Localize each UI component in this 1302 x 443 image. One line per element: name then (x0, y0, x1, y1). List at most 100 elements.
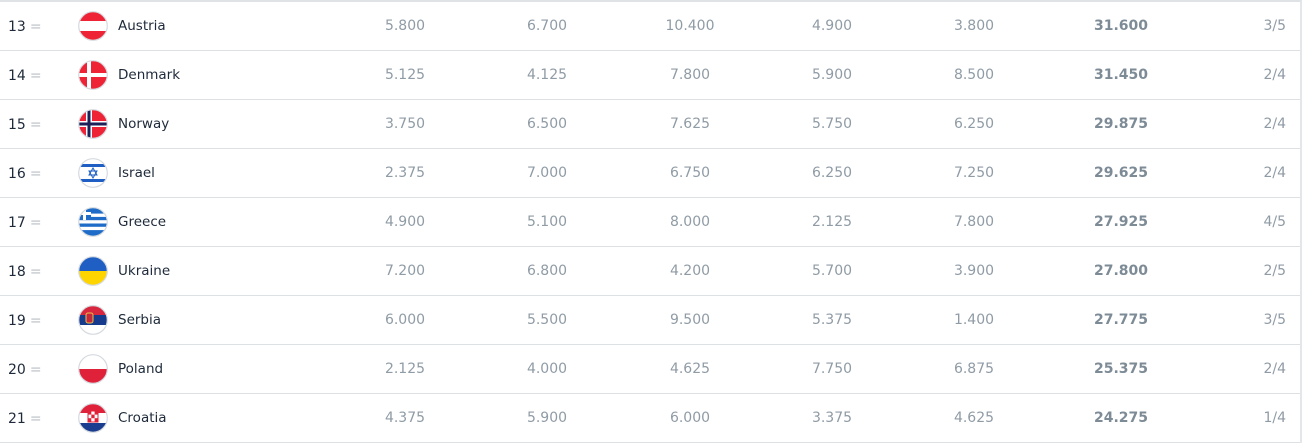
trend-equal-icon: = (29, 264, 42, 280)
poland-flag-icon (78, 354, 108, 384)
trend-equal-icon: = (29, 68, 42, 84)
trend-equal-icon: = (29, 313, 42, 329)
qualifier-fraction: 2/5 (1263, 263, 1286, 279)
total-score: 27.925 (1093, 214, 1149, 230)
country-name: Ukraine (118, 263, 171, 279)
table-row[interactable]: 16 = Israel 2.375 7.000 6.750 6.250 7.250 29.625… (0, 149, 1300, 198)
rank: 18 = (8, 264, 42, 280)
country-name: Croatia (118, 410, 167, 426)
total-score: 29.625 (1093, 165, 1149, 181)
score-cell: 6.000 (669, 410, 711, 426)
score-cell: 5.500 (526, 312, 568, 328)
score-cell: 5.750 (811, 116, 853, 132)
country-name: Israel (118, 165, 155, 181)
qualifier-fraction: 2/4 (1263, 67, 1286, 83)
score-cell: 7.800 (953, 214, 995, 230)
rank: 16 = (8, 166, 42, 182)
score-cell: 6.700 (526, 18, 568, 34)
score-cell: 9.500 (669, 312, 711, 328)
trend-equal-icon: = (29, 215, 42, 231)
greece-flag-icon (78, 207, 108, 237)
score-cell: 4.200 (669, 263, 711, 279)
qualifier-fraction: 4/5 (1263, 214, 1286, 230)
score-cell: 2.125 (811, 214, 853, 230)
score-cell: 5.700 (811, 263, 853, 279)
score-cell: 7.625 (669, 116, 711, 132)
score-cell: 4.900 (384, 214, 426, 230)
score-cell: 3.750 (384, 116, 426, 132)
rank: 19 = (8, 313, 42, 329)
score-cell: 3.900 (953, 263, 995, 279)
qualifier-fraction: 3/5 (1263, 312, 1286, 328)
qualifier-fraction: 3/5 (1263, 18, 1286, 34)
total-score: 27.775 (1093, 312, 1149, 328)
qualifier-fraction: 2/4 (1263, 361, 1286, 377)
score-cell: 1.400 (953, 312, 995, 328)
score-cell: 5.900 (526, 410, 568, 426)
norway-flag-icon (78, 109, 108, 139)
croatia-flag-icon (78, 403, 108, 433)
rank: 20 = (8, 362, 42, 378)
trend-equal-icon: = (29, 362, 42, 378)
total-score: 31.450 (1093, 67, 1149, 83)
score-cell: 8.500 (953, 67, 995, 83)
table-row[interactable]: 18 = Ukraine 7.200 6.800 4.200 5.700 3.900 27.80… (0, 247, 1300, 296)
score-cell: 6.250 (953, 116, 995, 132)
denmark-flag-icon (78, 60, 108, 90)
table-row[interactable]: 13 = Austria 5.800 6.700 10.400 4.900 3.800 31.6… (0, 2, 1300, 51)
serbia-flag-icon (78, 305, 108, 335)
rank: 13 = (8, 19, 42, 35)
score-cell: 6.800 (526, 263, 568, 279)
table-row[interactable]: 15 = Norway 3.750 6.500 7.625 5.750 6.250 29.875… (0, 100, 1300, 149)
country-name: Norway (118, 116, 170, 132)
score-cell: 4.125 (526, 67, 568, 83)
score-cell: 6.000 (384, 312, 426, 328)
score-cell: 7.250 (953, 165, 995, 181)
score-cell: 4.625 (669, 361, 711, 377)
score-cell: 5.375 (811, 312, 853, 328)
score-cell: 5.900 (811, 67, 853, 83)
score-cell: 6.250 (811, 165, 853, 181)
trend-equal-icon: = (29, 19, 42, 35)
country-name: Greece (118, 214, 167, 230)
ukraine-flag-icon (78, 256, 108, 286)
rank: 15 = (8, 117, 42, 133)
score-cell: 6.875 (953, 361, 995, 377)
table-row[interactable]: 19 = Serbia 6.000 5.500 9.500 5.375 1.400 27.775… (0, 296, 1300, 345)
trend-equal-icon: = (29, 166, 42, 182)
score-cell: 5.125 (384, 67, 426, 83)
austria-flag-icon (78, 11, 108, 41)
rank: 17 = (8, 215, 42, 231)
country-name: Denmark (118, 67, 181, 83)
trend-equal-icon: = (29, 117, 42, 133)
score-cell: 7.200 (384, 263, 426, 279)
score-cell: 10.400 (665, 18, 715, 34)
total-score: 25.375 (1093, 361, 1149, 377)
total-score: 27.800 (1093, 263, 1149, 279)
trend-equal-icon: = (29, 411, 42, 427)
score-cell: 6.750 (669, 165, 711, 181)
qualifier-fraction: 2/4 (1263, 116, 1286, 132)
score-cell: 4.375 (384, 410, 426, 426)
score-cell: 4.900 (811, 18, 853, 34)
table-row[interactable]: 20 = Poland 2.125 4.000 4.625 7.750 6.875 25.375… (0, 345, 1300, 394)
table-row[interactable]: 17 = Greece 4.900 5.100 8.000 2.125 7.800 27.925… (0, 198, 1300, 247)
score-cell: 5.100 (526, 214, 568, 230)
score-cell: 7.750 (811, 361, 853, 377)
score-cell: 4.625 (953, 410, 995, 426)
score-cell: 4.000 (526, 361, 568, 377)
table-row[interactable]: 21 = Croatia 4.375 5.900 6.000 3.375 4.625 24.27… (0, 394, 1300, 443)
score-cell: 7.000 (526, 165, 568, 181)
score-cell: 2.375 (384, 165, 426, 181)
score-cell: 8.000 (669, 214, 711, 230)
qualifier-fraction: 2/4 (1263, 165, 1286, 181)
table-row[interactable]: 14 = Denmark 5.125 4.125 7.800 5.900 8.500 31.45… (0, 51, 1300, 100)
score-cell: 6.500 (526, 116, 568, 132)
score-cell: 3.800 (953, 18, 995, 34)
total-score: 29.875 (1093, 116, 1149, 132)
score-cell: 3.375 (811, 410, 853, 426)
country-name: Serbia (118, 312, 162, 328)
country-name: Poland (118, 361, 164, 377)
total-score: 31.600 (1093, 18, 1149, 34)
